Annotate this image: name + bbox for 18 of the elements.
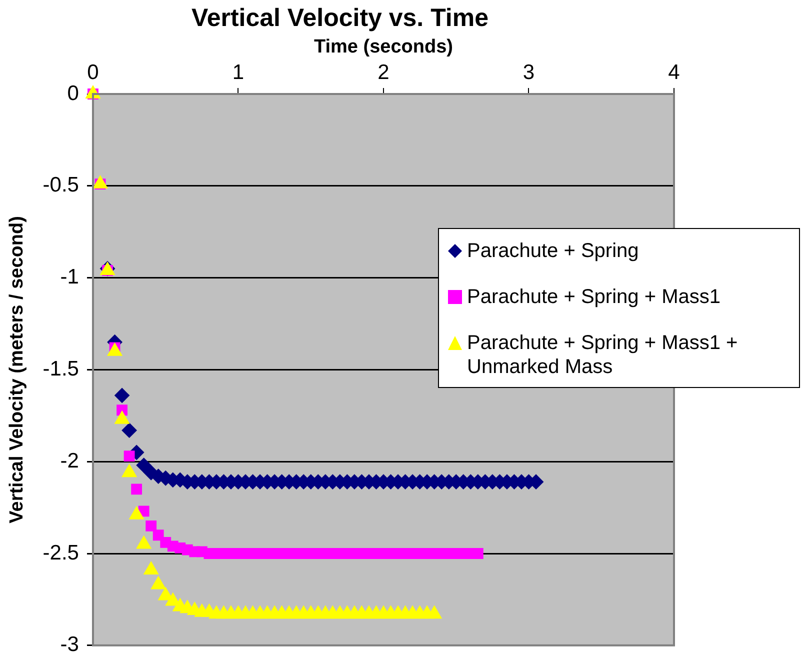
x-tick-label: 0 — [87, 61, 99, 84]
y-tick-label: -0.5 — [42, 174, 79, 197]
y-axis-title: Vertical Velocity (meters / second) — [6, 216, 28, 524]
x-tick-label: 2 — [378, 61, 390, 84]
legend-label: Parachute + Spring + Mass1 + Unmarked Mass — [467, 331, 739, 379]
y-tick-label: -2.5 — [42, 541, 79, 564]
y-tick-label: -2 — [60, 449, 79, 472]
x-tick-label: 3 — [522, 61, 535, 84]
y-tick-label: -1.5 — [42, 357, 79, 380]
legend-label: Parachute + Spring + Mass1 — [467, 285, 720, 309]
x-tick-label: 4 — [668, 61, 680, 84]
y-tick-label: 0 — [67, 82, 79, 105]
chart-title: Vertical Velocity vs. Time — [192, 4, 489, 32]
x-axis-title: Time (seconds) — [314, 36, 454, 58]
legend-label: Parachute + Spring — [467, 239, 639, 263]
y-tick-label: -3 — [60, 633, 79, 656]
x-tick-label: 1 — [232, 61, 244, 84]
y-tick-label: -1 — [60, 266, 79, 289]
